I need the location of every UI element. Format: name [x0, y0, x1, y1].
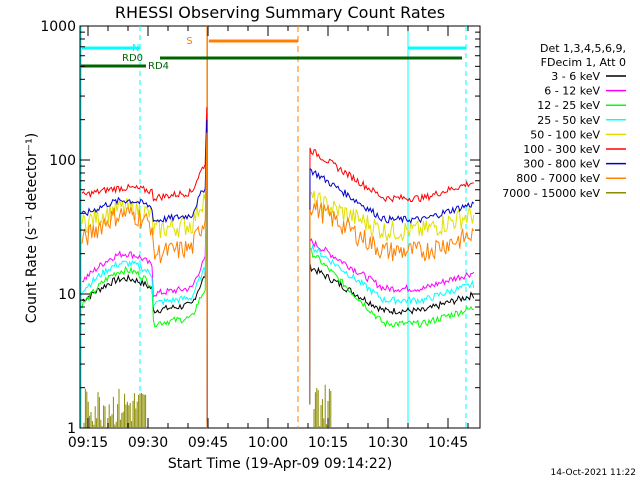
legend-header-line: Det 1,3,4,5,6,9, [540, 42, 626, 55]
x-tick-label: 10:00 [248, 435, 288, 451]
plot-frame [79, 25, 481, 429]
series-line-6 [81, 119, 475, 423]
x-tick-label: 09:15 [68, 435, 108, 451]
chart-title: RHESSI Observing Summary Count Rates [115, 3, 445, 22]
legend-label: 100 - 300 keV [523, 143, 600, 156]
series-line-7 [81, 132, 475, 423]
x-tick-label: 10:15 [308, 435, 348, 451]
annotation-layer: N S RD0 RD4 [80, 26, 467, 428]
legend-label: 7000 - 15000 keV [502, 187, 600, 200]
legend-label: 800 - 7000 keV [516, 172, 600, 185]
x-tick-label: 09:45 [188, 435, 228, 451]
series-line-3 [81, 182, 475, 423]
series-layer [81, 107, 475, 428]
legend: Det 1,3,4,5,6,9,FDecim 1, Att 03 - 6 keV… [502, 42, 626, 200]
legend-label: 300 - 800 keV [523, 158, 600, 171]
y-tick-label: 1 [67, 421, 76, 437]
series-line-1 [81, 172, 475, 423]
series-line-5 [81, 107, 474, 423]
legend-label: 50 - 100 keV [530, 128, 600, 141]
series-line-8 [83, 384, 332, 428]
y-axis-label: Count Rate (s⁻¹ detector⁻¹) [24, 133, 40, 323]
axis-ticks: 1 10 100 1000 09:15 09:30 09:45 10:00 10:15 10:30… [40, 19, 480, 451]
y-tick-label: 10 [58, 287, 76, 303]
x-tick-label: 09:30 [128, 435, 168, 451]
legend-label: 6 - 12 keV [544, 85, 600, 98]
rd4-label: RD4 [148, 61, 169, 72]
series-line-4 [81, 127, 475, 423]
x-tick-label: 10:45 [428, 435, 468, 451]
night-label: N [132, 43, 139, 54]
x-tick-label: 10:30 [368, 435, 408, 451]
series-line-0 [81, 198, 475, 423]
legend-label: 12 - 25 keV [537, 99, 600, 112]
y-tick-label: 100 [49, 153, 76, 169]
legend-label: 25 - 50 keV [537, 114, 600, 127]
legend-label: 3 - 6 keV [551, 70, 600, 83]
legend-header-line: FDecim 1, Att 0 [541, 56, 626, 69]
series-line-2 [81, 189, 474, 423]
timestamp: 14-Oct-2021 11:22 [551, 468, 636, 478]
x-axis-label: Start Time (19-Apr-09 09:14:22) [168, 456, 392, 472]
rd0-label: RD0 [122, 53, 143, 64]
y-tick-label: 1000 [40, 19, 76, 35]
saa-label: S [186, 36, 192, 47]
plot-border [79, 25, 481, 429]
